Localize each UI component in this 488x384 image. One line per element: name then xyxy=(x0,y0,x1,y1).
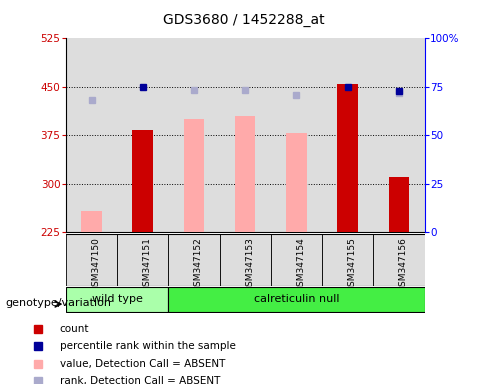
Bar xyxy=(322,38,373,232)
Bar xyxy=(220,234,271,286)
Text: GSM347152: GSM347152 xyxy=(194,237,203,291)
Text: GSM347150: GSM347150 xyxy=(92,237,101,292)
Text: GDS3680 / 1452288_at: GDS3680 / 1452288_at xyxy=(163,13,325,27)
Bar xyxy=(117,234,168,286)
Text: wild type: wild type xyxy=(92,294,142,304)
Bar xyxy=(66,38,117,232)
Bar xyxy=(66,287,168,312)
Text: percentile rank within the sample: percentile rank within the sample xyxy=(60,341,235,351)
Bar xyxy=(168,38,220,232)
Text: calreticulin null: calreticulin null xyxy=(254,294,339,304)
Bar xyxy=(66,234,117,286)
Bar xyxy=(286,133,307,232)
Text: rank, Detection Call = ABSENT: rank, Detection Call = ABSENT xyxy=(60,376,220,384)
Bar xyxy=(322,234,373,286)
Bar xyxy=(373,38,425,232)
Text: GSM347154: GSM347154 xyxy=(297,237,305,291)
Bar xyxy=(117,38,168,232)
Bar xyxy=(389,177,409,232)
Bar xyxy=(133,130,153,232)
Bar xyxy=(271,38,322,232)
Bar xyxy=(271,234,322,286)
Bar xyxy=(235,116,256,232)
Text: GSM347155: GSM347155 xyxy=(347,237,357,292)
Text: count: count xyxy=(60,324,89,334)
Bar xyxy=(81,211,102,232)
Bar xyxy=(338,84,358,232)
Bar xyxy=(184,119,204,232)
Text: GSM347153: GSM347153 xyxy=(245,237,254,292)
Text: value, Detection Call = ABSENT: value, Detection Call = ABSENT xyxy=(60,359,225,369)
Bar xyxy=(373,234,425,286)
Text: genotype/variation: genotype/variation xyxy=(5,298,111,308)
Bar xyxy=(168,287,425,312)
Bar xyxy=(168,234,220,286)
Text: GSM347151: GSM347151 xyxy=(143,237,152,292)
Text: GSM347156: GSM347156 xyxy=(399,237,408,292)
Bar xyxy=(220,38,271,232)
